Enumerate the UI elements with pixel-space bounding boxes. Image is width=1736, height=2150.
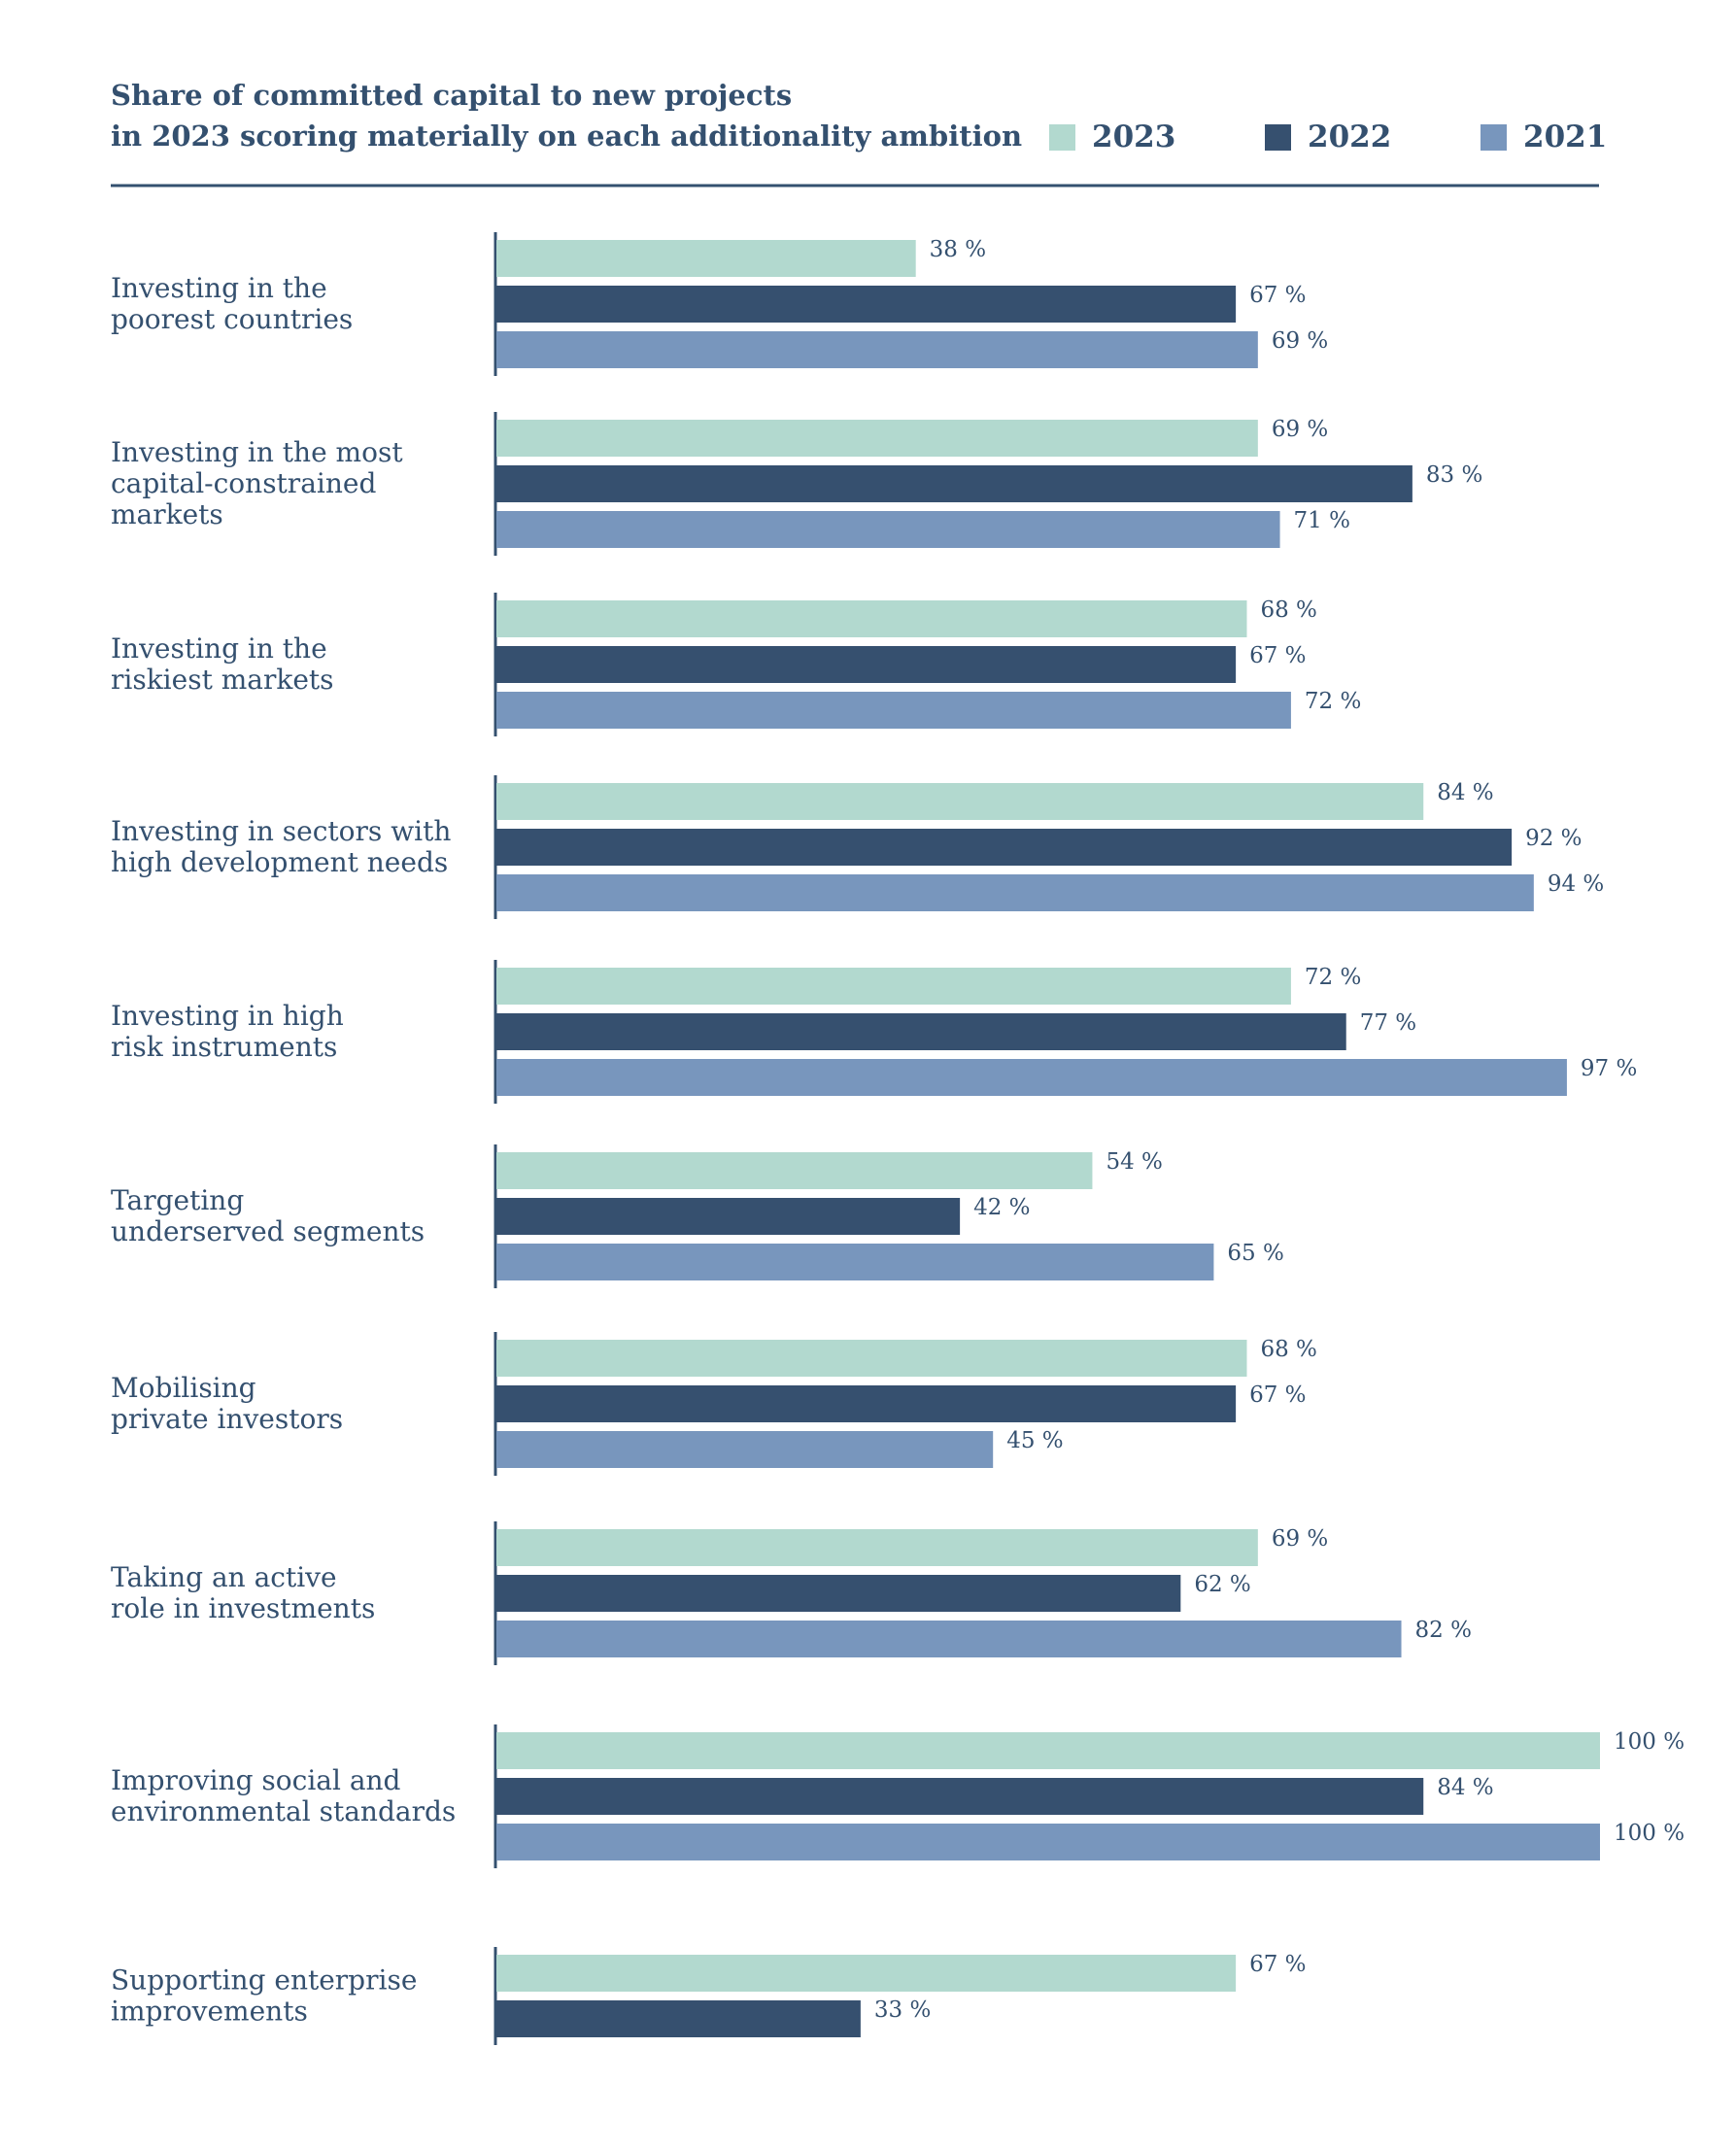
chart-title-line-1: Share of committed capital to new projec… <box>111 79 792 112</box>
legend-label-2023: 2023 <box>1092 119 1175 154</box>
value-label-2021: 94 % <box>1548 871 1604 897</box>
value-label-2021: 71 % <box>1294 508 1350 533</box>
bar-2022 <box>496 829 1513 866</box>
value-label-2022: 84 % <box>1437 1775 1493 1800</box>
category-label: Improving social and environmental standa… <box>111 1764 456 1827</box>
legend-swatch-2021 <box>1481 124 1507 151</box>
bar-2023 <box>496 1152 1093 1189</box>
legend-swatch-2023 <box>1049 124 1075 151</box>
category-label: Investing in the riskiest markets <box>111 632 334 696</box>
value-label-2022: 92 % <box>1525 826 1582 851</box>
bar-2021 <box>496 692 1291 729</box>
chart-title-line-2: in 2023 scoring materially on each addit… <box>111 119 1022 153</box>
legend-label-2022: 2022 <box>1308 119 1391 154</box>
value-label-2022: 83 % <box>1426 462 1482 488</box>
bar-2022 <box>496 1778 1424 1815</box>
bar-2023 <box>496 1529 1258 1566</box>
value-label-2023: 38 % <box>930 237 986 262</box>
category-group: Investing in the most capital-constrained… <box>111 412 1482 556</box>
legend-swatch-2022 <box>1265 124 1291 151</box>
bar-2022 <box>496 646 1237 683</box>
bar-2021 <box>496 1621 1402 1657</box>
bar-2023 <box>496 1732 1600 1769</box>
bar-2022 <box>496 1385 1237 1422</box>
bar-2022 <box>496 286 1237 323</box>
value-label-2023: 67 % <box>1249 1952 1306 1977</box>
bar-groups: Investing in the poorest countries 38 % 67 … <box>111 232 1685 2045</box>
legend-label-2021: 2021 <box>1523 119 1607 154</box>
bar-2022 <box>496 1013 1346 1050</box>
value-label-2022: 77 % <box>1360 1010 1416 1036</box>
bar-2021 <box>496 331 1258 368</box>
value-label-2022: 62 % <box>1194 1572 1250 1597</box>
bar-2022 <box>496 1198 961 1235</box>
value-label-2021: 45 % <box>1006 1428 1063 1453</box>
value-label-2021: 69 % <box>1272 328 1328 354</box>
bar-2023 <box>496 1955 1237 1992</box>
category-label: Supporting enterprise improvements <box>111 1964 417 2028</box>
value-label-2022: 42 % <box>973 1195 1030 1220</box>
value-label-2023: 68 % <box>1260 1337 1316 1362</box>
value-label-2022: 67 % <box>1249 283 1306 308</box>
bar-2023 <box>496 240 916 277</box>
bar-2023 <box>496 783 1424 820</box>
bar-2022 <box>496 465 1413 502</box>
value-label-2021: 82 % <box>1415 1618 1472 1643</box>
category-group: Mobilising private investors 68 % 67 % 45 % <box>111 1332 1317 1476</box>
value-label-2023: 69 % <box>1272 1526 1328 1552</box>
value-label-2021: 72 % <box>1305 689 1361 714</box>
value-label-2023: 68 % <box>1260 597 1316 623</box>
value-label-2021: 100 % <box>1614 1821 1685 1846</box>
value-label-2021: 97 % <box>1581 1056 1637 1081</box>
category-group: Investing in sectors with high developmen… <box>111 775 1604 919</box>
value-label-2022: 67 % <box>1249 643 1306 668</box>
category-group: Investing in high risk instruments 72 % 77 … <box>111 960 1637 1104</box>
bar-2021 <box>496 874 1534 911</box>
value-label-2022: 67 % <box>1249 1382 1306 1408</box>
category-label: Taking an active role in investments <box>111 1561 375 1624</box>
bar-2023 <box>496 420 1258 457</box>
category-group: Investing in the poorest countries 38 % 67 … <box>111 232 1328 376</box>
bar-2021 <box>496 1059 1567 1096</box>
category-group: Taking an active role in investments 69 % 6… <box>111 1521 1472 1665</box>
bar-2021 <box>496 1244 1214 1280</box>
bar-2023 <box>496 968 1291 1005</box>
chart-legend: 2023 2022 2021 <box>1049 119 1607 154</box>
category-label: Investing in sectors with high developmen… <box>111 815 451 878</box>
value-label-2023: 54 % <box>1106 1149 1162 1175</box>
category-label: Investing in the poorest countries <box>111 272 353 335</box>
bar-2021 <box>496 511 1280 548</box>
category-group: Supporting enterprise improvements 67 % 33 … <box>111 1947 1307 2045</box>
value-label-2023: 100 % <box>1614 1729 1685 1755</box>
chart-title: Share of committed capital to new projec… <box>111 79 1022 153</box>
bar-2023 <box>496 1340 1247 1377</box>
category-group: Improving social and environmental standa… <box>111 1724 1685 1868</box>
bar-2021 <box>496 1431 994 1468</box>
value-label-2023: 72 % <box>1305 965 1361 990</box>
bar-2021 <box>496 1824 1600 1860</box>
bar-2022 <box>496 1575 1181 1612</box>
category-label: Mobilising private investors <box>111 1372 343 1435</box>
bar-2022 <box>496 2000 861 2037</box>
category-group: Targeting underserved segments 54 % 42 % 65 … <box>111 1144 1284 1288</box>
value-label-2023: 84 % <box>1437 780 1493 805</box>
category-label: Investing in high risk instruments <box>111 1000 344 1063</box>
category-label: Targeting underserved segments <box>111 1184 425 1247</box>
category-group: Investing in the riskiest markets 68 % 67 %… <box>111 593 1361 736</box>
bar-2023 <box>496 600 1247 637</box>
value-label-2022: 33 % <box>874 1997 931 2023</box>
value-label-2023: 69 % <box>1272 417 1328 442</box>
category-label: Investing in the most capital-constrained… <box>111 436 403 530</box>
value-label-2021: 65 % <box>1227 1241 1283 1266</box>
